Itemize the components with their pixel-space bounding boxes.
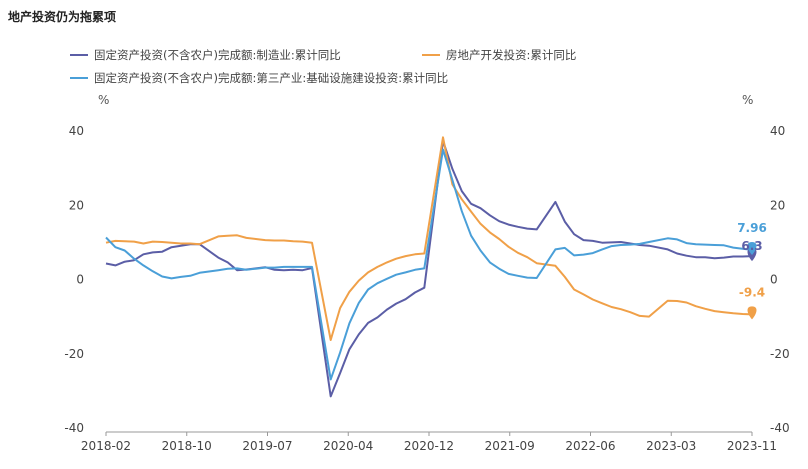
- right-axis-unit: %: [742, 93, 753, 107]
- x-tick-label: 2023-11: [727, 439, 777, 453]
- x-tick-label: 2019-07: [242, 439, 292, 453]
- y-tick-left: -20: [64, 347, 84, 361]
- chart-title: 地产投资仍为拖累项: [8, 10, 117, 24]
- left-axis-unit: %: [98, 93, 109, 107]
- y-tick-left: 20: [69, 198, 84, 212]
- end-value-label: 6.3: [741, 239, 762, 253]
- end-marker: [747, 306, 757, 320]
- y-tick-left: 0: [76, 273, 84, 287]
- legend-swatch-real-estate: [422, 54, 440, 56]
- y-tick-right: 0: [770, 273, 778, 287]
- x-tick-label: 2022-06: [565, 439, 615, 453]
- y-tick-left: -40: [64, 421, 84, 435]
- series-line-manufacturing: [105, 140, 753, 398]
- y-tick-right: 40: [770, 124, 785, 138]
- legend-item-infrastructure[interactable]: 固定资产投资(不含农户)完成额:第三产业:基础设施建设投资:累计同比: [70, 70, 448, 86]
- x-tick-label: 2023-03: [646, 439, 696, 453]
- legend-label-real-estate: 房地产开发投资:累计同比: [446, 48, 577, 62]
- y-tick-right: -40: [770, 421, 790, 435]
- series-line-real-estate: [105, 136, 753, 341]
- x-tick-label: 2018-10: [162, 439, 212, 453]
- legend-item-real-estate[interactable]: 房地产开发投资:累计同比: [422, 47, 576, 63]
- legend-swatch-manufacturing: [70, 54, 88, 56]
- x-tick-label: 2021-09: [485, 439, 535, 453]
- end-marker: [747, 241, 757, 255]
- series-line-infrastructure: [105, 148, 753, 381]
- x-tick-label: 2020-04: [323, 439, 373, 453]
- legend-label-manufacturing: 固定资产投资(不含农户)完成额:制造业:累计同比: [94, 48, 341, 62]
- legend-item-manufacturing[interactable]: 固定资产投资(不含农户)完成额:制造业:累计同比: [70, 47, 341, 63]
- y-tick-right: -20: [770, 347, 790, 361]
- end-value-label: 7.96: [737, 221, 767, 235]
- legend-label-infrastructure: 固定资产投资(不含农户)完成额:第三产业:基础设施建设投资:累计同比: [94, 71, 449, 85]
- x-tick-label: 2020-12: [404, 439, 454, 453]
- end-value-label: -9.4: [739, 285, 765, 299]
- y-tick-right: 20: [770, 198, 785, 212]
- y-tick-left: 40: [69, 124, 84, 138]
- x-tick-label: 2018-02: [81, 439, 131, 453]
- legend-swatch-infrastructure: [70, 77, 88, 79]
